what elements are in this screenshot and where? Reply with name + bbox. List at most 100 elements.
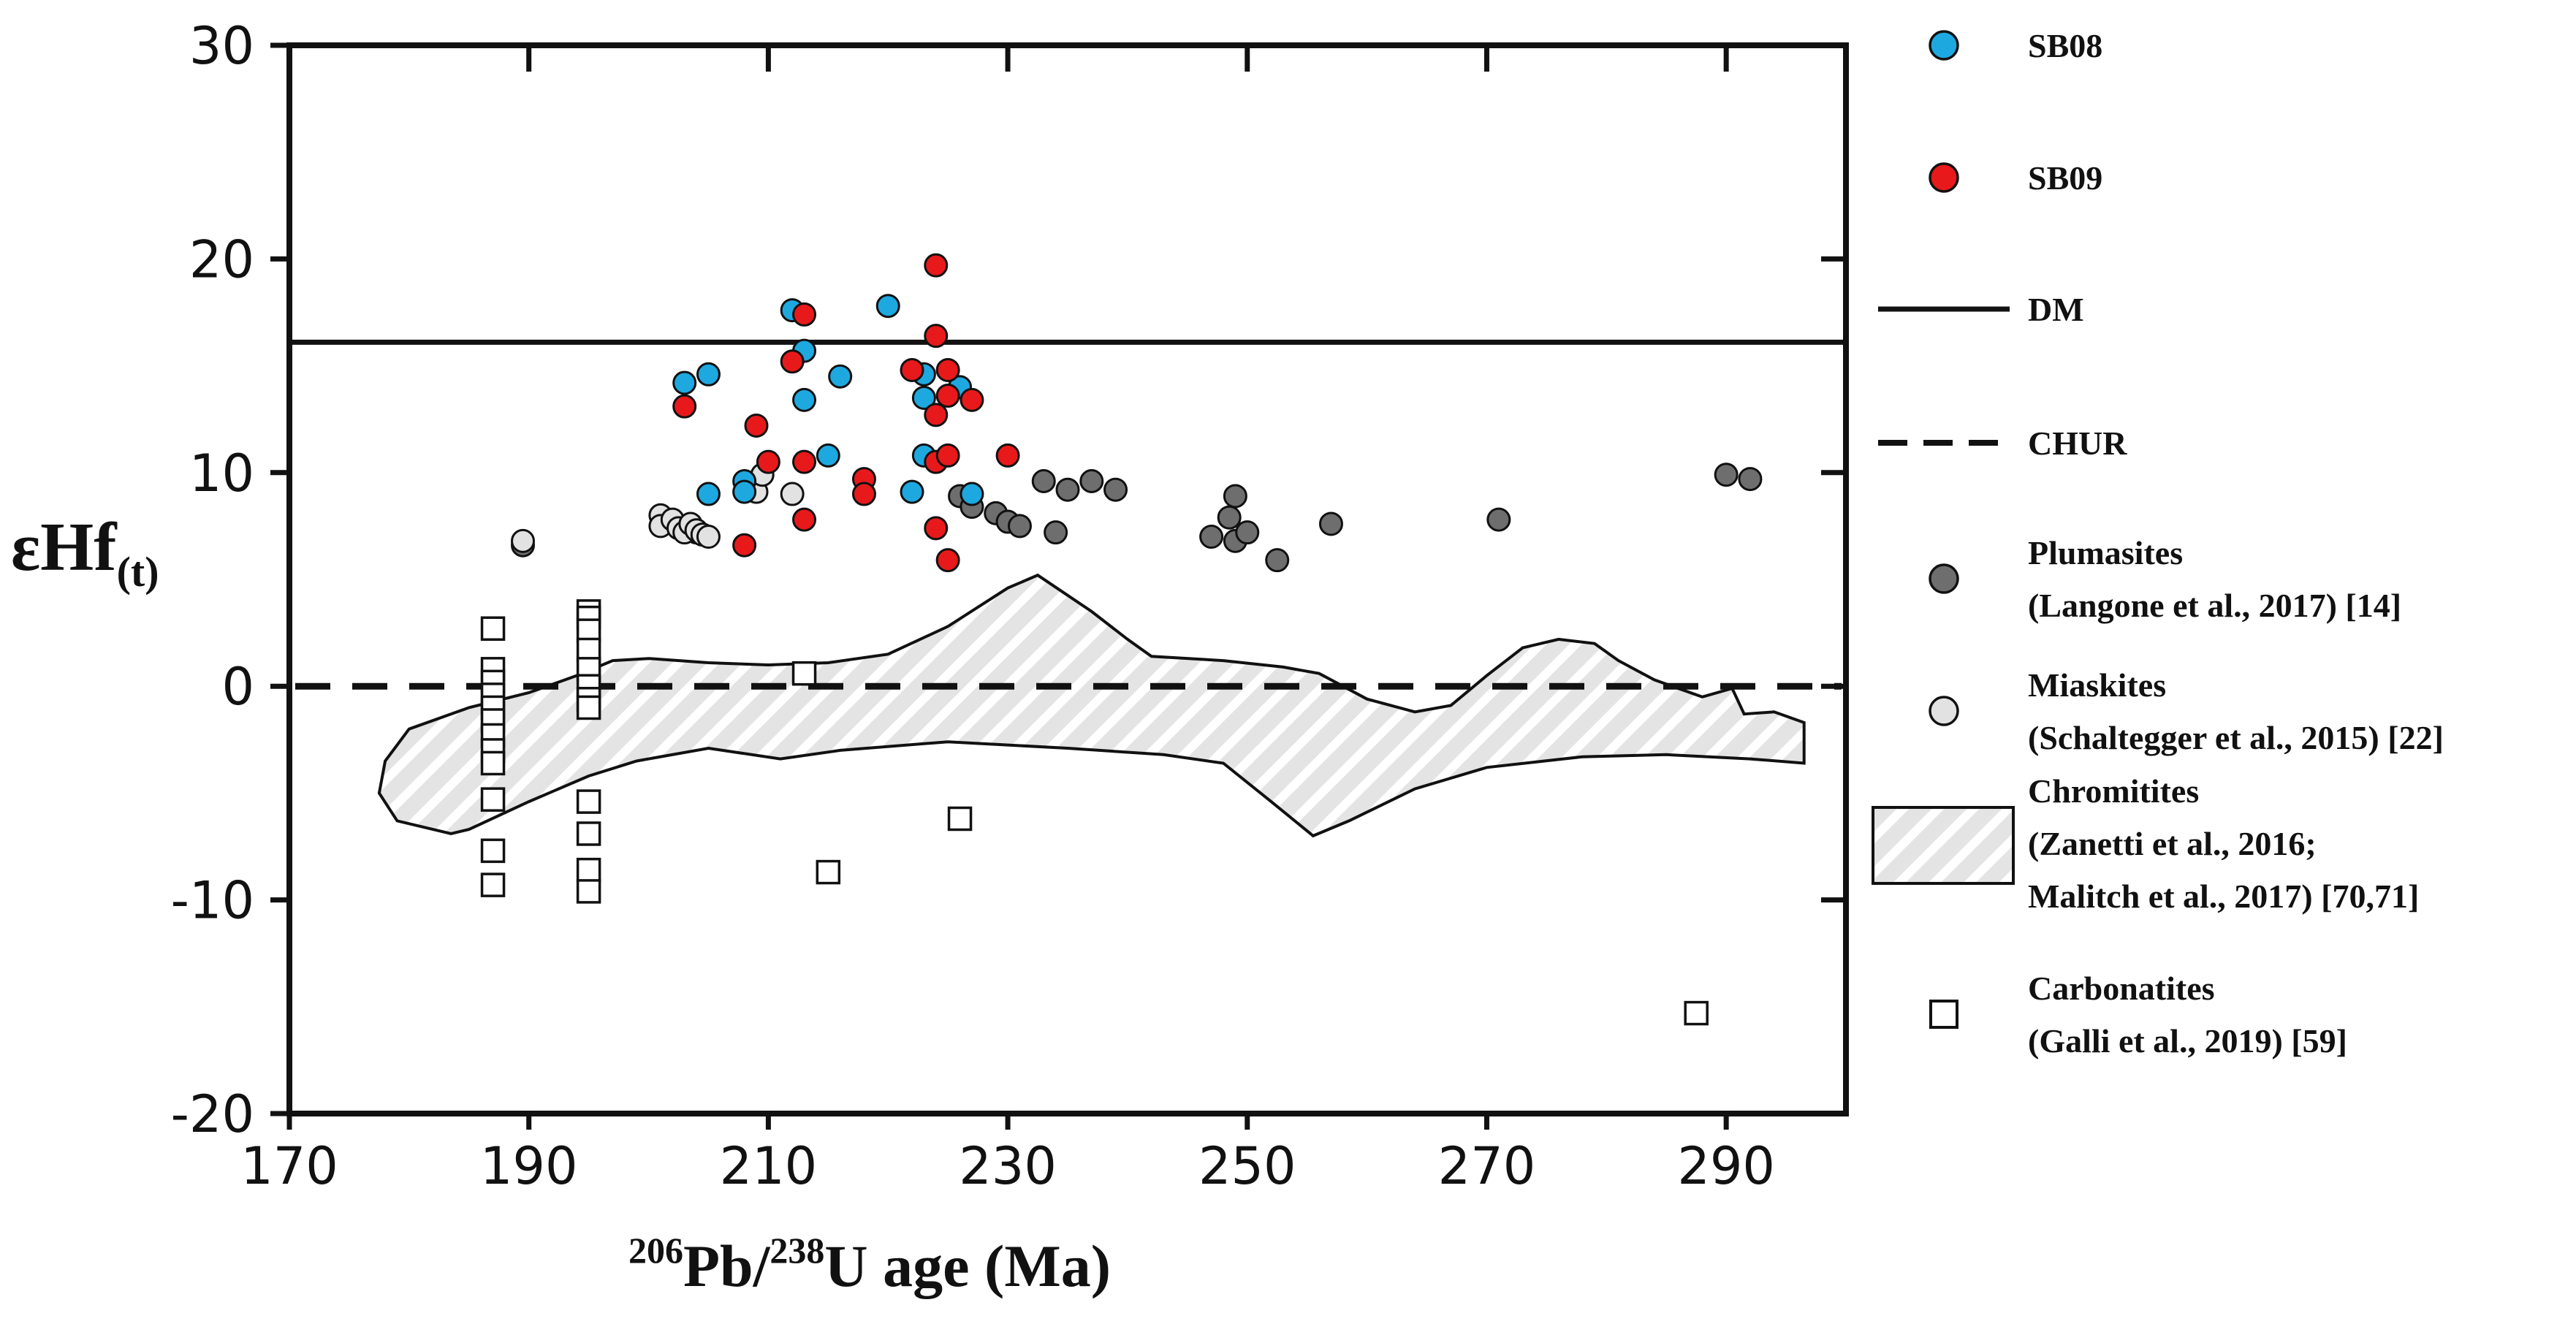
- x-axis-title-text-2: U age (Ma): [824, 1233, 1111, 1299]
- sb09-point: [744, 413, 769, 438]
- legend: SB08 SB09 DM CHUR Plumasites (Langone et al.,…: [1872, 27, 2444, 1059]
- legend-dm-label: DM: [2028, 291, 2084, 328]
- y-tick-label: 0: [221, 657, 254, 717]
- carbonatites-point: [480, 750, 506, 776]
- sb09-point: [924, 403, 949, 427]
- sb09-point: [924, 253, 949, 278]
- legend-sb08-marker: [1929, 30, 1959, 61]
- legend-chromitites-label: (Zanetti et al., 2016;: [2028, 825, 2317, 862]
- plumasites-point: [1217, 505, 1242, 530]
- plumasites-point: [1235, 520, 1260, 545]
- y-tick-label: -20: [171, 1084, 254, 1144]
- y-tick-label: 10: [189, 444, 254, 503]
- sb09-point: [672, 394, 697, 419]
- sb08-point: [900, 479, 924, 504]
- sb09-point: [935, 548, 960, 573]
- plumasites-point: [1103, 477, 1128, 502]
- x-axis-title-text-1: Pb/: [683, 1233, 771, 1299]
- y-tick-label: 30: [189, 16, 254, 76]
- carbonatites-point: [576, 789, 601, 814]
- sb09-point: [780, 349, 805, 374]
- legend-chromitites-label: Chromitites: [2028, 772, 2199, 810]
- y-axis-title: εHf(t): [11, 509, 159, 596]
- legend-carbonatites-label: Carbonatites: [2028, 970, 2215, 1007]
- sb09-point: [960, 387, 984, 412]
- sb09-point: [900, 357, 924, 382]
- sb09-point: [995, 443, 1020, 468]
- plumasites-point: [1714, 463, 1739, 487]
- x-tick-label: 190: [480, 1136, 578, 1196]
- sb09-point: [935, 357, 960, 382]
- legend-sb09-label: SB09: [2028, 159, 2102, 197]
- plumasites-point: [1486, 507, 1511, 532]
- plumasites-point: [1199, 525, 1224, 549]
- x-tick-label: 270: [1438, 1136, 1536, 1196]
- plumasites-point: [1055, 477, 1080, 502]
- plot-frame: [286, 42, 1849, 1116]
- miaskites-point: [780, 482, 805, 506]
- sb09-point: [924, 516, 949, 541]
- x-axis-title: 206Pb/238U age (Ma): [628, 1230, 1111, 1299]
- x-axis-title-superscript-2: 238: [770, 1230, 824, 1271]
- sb08-point: [732, 479, 757, 504]
- carbonatites-point: [576, 695, 601, 720]
- x-tick-label: 250: [1198, 1136, 1296, 1196]
- plumasites-point: [1079, 468, 1104, 493]
- legend-carbonatites-label: (Galli et al., 2019) [59]: [2028, 1022, 2347, 1059]
- carbonatites-point: [480, 787, 506, 812]
- plumasites-point: [1031, 468, 1056, 493]
- sb08-point: [696, 362, 721, 387]
- carbonatites-point: [947, 806, 973, 832]
- plumasites-point: [1318, 511, 1343, 536]
- sb09-point: [792, 302, 817, 327]
- y-axis-title-subscript: (t): [117, 548, 159, 596]
- plumasites-point: [1738, 467, 1763, 492]
- miaskites-point: [511, 528, 535, 553]
- carbonatites-point: [480, 872, 506, 897]
- x-tick-label: 290: [1677, 1136, 1775, 1196]
- y-axis-title-main: εHf: [11, 509, 118, 585]
- carbonatites-point: [576, 857, 601, 883]
- legend-chromitites-swatch: [1872, 806, 2015, 885]
- x-tick-label: 210: [720, 1136, 818, 1196]
- sb09-point: [924, 324, 949, 349]
- legend-carbonatites-marker: [1929, 1000, 1958, 1029]
- legend-plumasites-marker: [1929, 563, 1959, 594]
- sb08-point: [696, 482, 721, 506]
- miaskites-point: [696, 525, 721, 549]
- sb08-point: [828, 364, 853, 389]
- legend-sb09-marker: [1929, 162, 1959, 193]
- carbonatites-point: [576, 879, 601, 904]
- sb08-point: [911, 385, 936, 410]
- y-tick-label: 20: [189, 229, 254, 289]
- x-axis-title-superscript-1: 206: [628, 1230, 683, 1271]
- x-tick-label: 170: [240, 1136, 338, 1196]
- carbonatites-point: [576, 821, 601, 846]
- x-tick-label: 230: [959, 1136, 1057, 1196]
- legend-sb08-label: SB08: [2028, 27, 2102, 64]
- sb09-point: [935, 384, 960, 408]
- plumasites-point: [1044, 520, 1068, 545]
- sb08-point: [672, 370, 697, 395]
- legend-chromitites-label: Malitch et al., 2017) [70,71]: [2028, 878, 2419, 915]
- plumasites-point: [1007, 514, 1032, 539]
- carbonatites-point: [816, 859, 841, 885]
- sb08-point: [875, 294, 900, 319]
- sb09-point: [732, 533, 757, 558]
- legend-plumasites-label: (Langone et al., 2017) [14]: [2028, 587, 2401, 624]
- legend-chur-label: CHUR: [2028, 425, 2127, 462]
- sb09-point: [792, 507, 817, 532]
- plumasites-point: [1223, 484, 1247, 509]
- sb09-point: [935, 443, 960, 468]
- sb09-point: [792, 449, 817, 474]
- legend-miaskites-label: Miaskites: [2028, 666, 2166, 704]
- plumasites-point: [1265, 548, 1290, 573]
- carbonatites-point: [480, 838, 506, 864]
- sb08-point: [960, 482, 984, 506]
- sb08-point: [792, 387, 817, 412]
- y-axis: 30 20 10 0 -10 -20: [171, 16, 1843, 1144]
- sb09-point: [851, 482, 876, 506]
- legend-plumasites-label: Plumasites: [2028, 534, 2183, 571]
- sb08-point: [816, 443, 840, 468]
